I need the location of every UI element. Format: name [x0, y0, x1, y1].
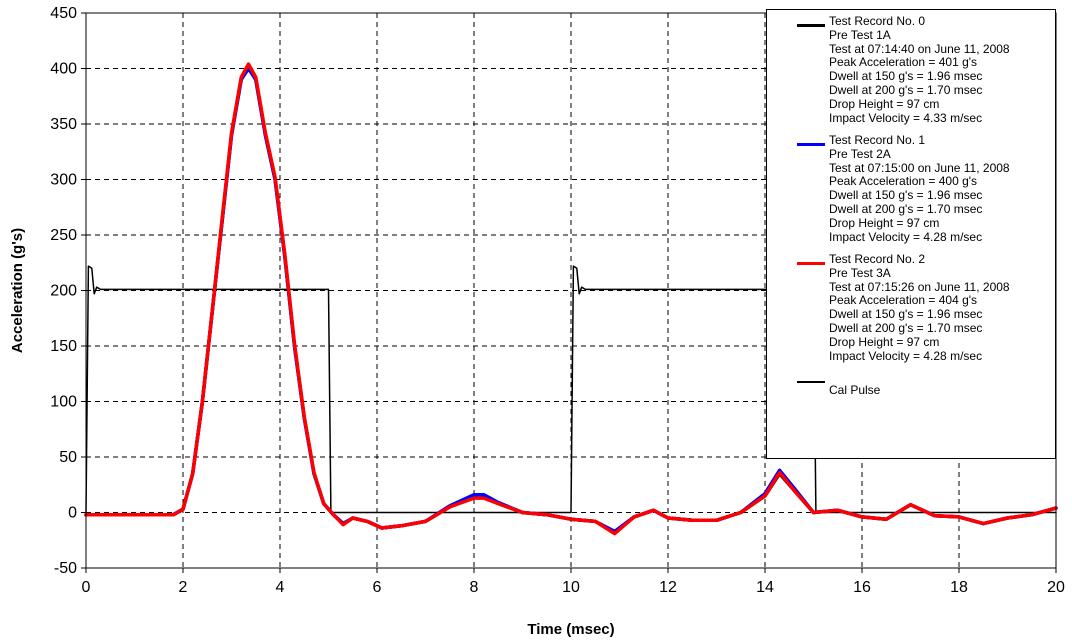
- x-tick-label: 12: [659, 579, 677, 596]
- legend-line: Test at 07:14:40 on June 11, 2008: [829, 41, 1010, 56]
- legend-line: Dwell at 200 g's = 1.70 msec: [829, 201, 983, 216]
- legend-line: Drop Height = 97 cm: [829, 215, 940, 230]
- x-axis-title: Time (msec): [527, 621, 614, 638]
- y-tick-label: 100: [50, 394, 77, 411]
- x-tick-label: 18: [950, 579, 968, 596]
- legend-line: Drop Height = 97 cm: [829, 334, 940, 349]
- legend-swatch: [797, 262, 825, 265]
- x-tick-label: 8: [470, 579, 479, 596]
- y-tick-label: 300: [50, 172, 77, 189]
- legend-line: Impact Velocity = 4.28 m/sec: [829, 348, 983, 363]
- x-tick-label: 20: [1047, 579, 1065, 596]
- y-tick-label: 450: [50, 5, 77, 22]
- legend-line: Test Record No. 1: [829, 133, 926, 147]
- series-layer: [84, 62, 1058, 536]
- legend-line: Test at 07:15:00 on June 11, 2008: [829, 160, 1010, 175]
- legend-line: Peak Acceleration = 404 g's: [829, 293, 978, 308]
- series-line-2: [84, 62, 1058, 536]
- legend-label: Test Record No. 1 Pre Test 2A Test at 07:1…: [829, 133, 1010, 244]
- legend-line: Peak Acceleration = 401 g's: [829, 55, 978, 70]
- legend-label: Cal Pulse: [829, 372, 880, 398]
- y-tick-label: 150: [50, 338, 77, 355]
- legend-line: Test at 07:15:26 on June 11, 2008: [829, 279, 1010, 294]
- legend-line: Dwell at 150 g's = 1.96 msec: [829, 188, 983, 203]
- legend-line: Pre Test 1A: [829, 27, 891, 42]
- y-tick-label: 0: [68, 505, 77, 522]
- legend-line: Peak Acceleration = 400 g's: [829, 174, 978, 189]
- axis-ticks: 0 2 4 6 8 10 12 14 16 18 20 -50 0 50 100 150 200 250 300 35…: [50, 5, 1065, 596]
- x-tick-label: 6: [373, 579, 382, 596]
- y-tick-label: 350: [50, 116, 77, 133]
- legend-swatch: [797, 381, 825, 383]
- legend-line: Dwell at 200 g's = 1.70 msec: [829, 320, 983, 335]
- legend-line: Impact Velocity = 4.28 m/sec: [829, 229, 983, 244]
- legend-line: Pre Test 2A: [829, 146, 891, 161]
- legend-line: Dwell at 200 g's = 1.70 msec: [829, 82, 983, 97]
- y-tick-label: 400: [50, 61, 77, 78]
- legend-line: Test Record No. 2: [829, 252, 926, 266]
- legend-line: Test Record No. 0: [829, 14, 926, 28]
- x-tick-label: 14: [756, 579, 774, 596]
- x-tick-label: 2: [179, 579, 188, 596]
- y-tick-label: 200: [50, 283, 77, 300]
- legend-line: Drop Height = 97 cm: [829, 96, 940, 111]
- x-tick-label: 0: [82, 579, 91, 596]
- legend-label: Test Record No. 0 Pre Test 1A Test at 07:1…: [829, 14, 1010, 125]
- legend-label: Test Record No. 2 Pre Test 3A Test at 07:1…: [829, 252, 1010, 363]
- series-line-3: [85, 265, 1057, 514]
- y-axis-title: Acceleration (g's): [9, 228, 26, 353]
- x-tick-label: 10: [562, 579, 580, 596]
- legend-line: Impact Velocity = 4.33 m/sec: [829, 110, 983, 125]
- y-tick-label: 250: [50, 227, 77, 244]
- x-tick-label: 4: [276, 579, 285, 596]
- legend: Test Record No. 0 Pre Test 1A Test at 07:1…: [766, 9, 1056, 459]
- legend-line: Dwell at 150 g's = 1.96 msec: [829, 307, 983, 322]
- legend-line: Dwell at 150 g's = 1.96 msec: [829, 69, 983, 84]
- y-tick-label: -50: [54, 560, 77, 577]
- x-tick-label: 16: [853, 579, 871, 596]
- legend-swatch: [797, 143, 825, 146]
- y-tick-label: 50: [59, 449, 77, 466]
- legend-swatch: [797, 24, 825, 27]
- legend-line: Cal Pulse: [829, 383, 881, 397]
- legend-line: Pre Test 3A: [829, 265, 891, 280]
